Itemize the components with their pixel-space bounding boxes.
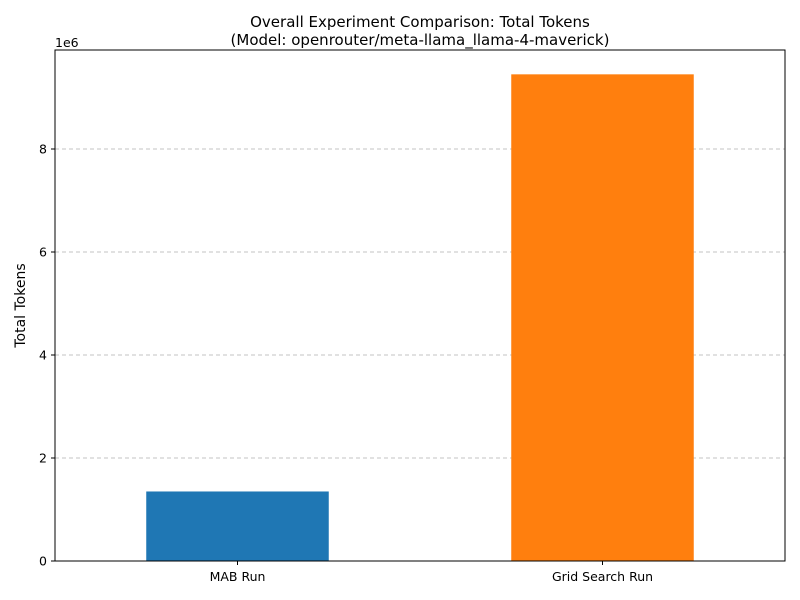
bars bbox=[146, 74, 694, 561]
chart-title-line2: (Model: openrouter/meta-llama_llama-4-ma… bbox=[231, 31, 610, 50]
y-tick-label: 0 bbox=[39, 554, 47, 569]
chart-title-line1: Overall Experiment Comparison: Total Tok… bbox=[250, 13, 590, 31]
y-axis-label: Total Tokens bbox=[13, 263, 29, 348]
plot-frame bbox=[54, 49, 786, 562]
bar-mab-run bbox=[146, 491, 329, 561]
y-tick-label: 2 bbox=[39, 451, 47, 466]
y-ticks: 0 2 4 6 8 bbox=[39, 142, 55, 569]
x-ticks: MAB Run Grid Search Run bbox=[210, 561, 653, 584]
grid-lines bbox=[55, 148, 785, 459]
y-tick-label: 6 bbox=[39, 245, 47, 260]
y-tick-label: 8 bbox=[39, 142, 47, 157]
y-tick-label: 4 bbox=[39, 348, 47, 363]
bar-grid-search-run bbox=[511, 74, 694, 561]
y-offset-label: 1e6 bbox=[55, 35, 79, 50]
x-tick-label: Grid Search Run bbox=[552, 569, 653, 584]
x-tick-label: MAB Run bbox=[210, 569, 266, 584]
